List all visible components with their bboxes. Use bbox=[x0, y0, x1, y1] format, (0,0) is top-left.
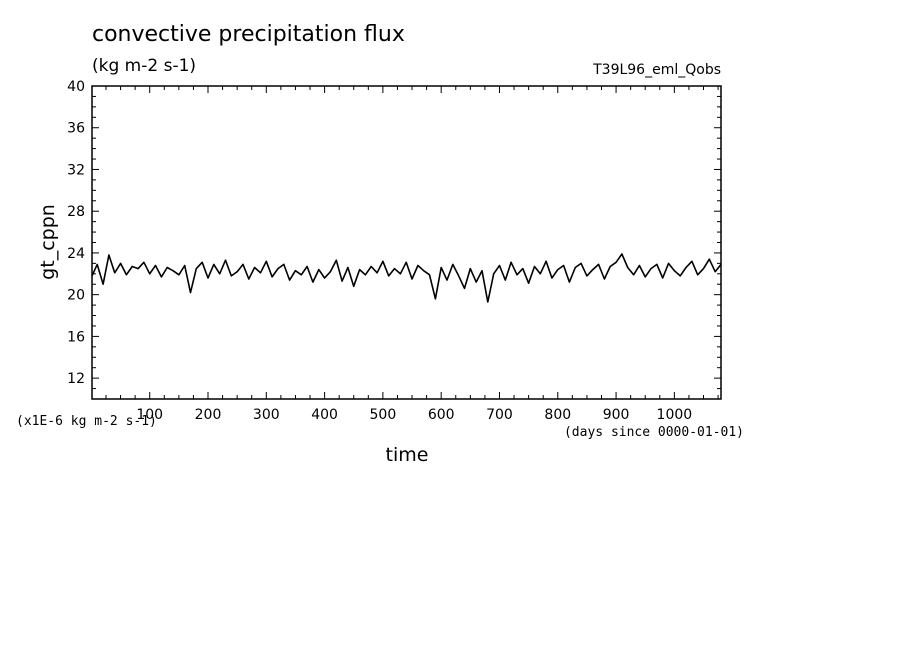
y-axis-ticks: 12 16 20 24 28 32 36 40 bbox=[67, 79, 721, 400]
run-label: T39L96_eml_Qobs bbox=[593, 62, 721, 78]
x-axis-ticks: 100 200 300 400 500 600 700 800 900 1000 bbox=[105, 86, 719, 423]
y-tick-label: 12 bbox=[67, 371, 85, 387]
series-line bbox=[91, 253, 722, 303]
x-tick-label: 400 bbox=[311, 407, 338, 423]
x-tick-label: 500 bbox=[370, 407, 397, 423]
x-tick-label: 200 bbox=[195, 407, 222, 423]
y-tick-label: 20 bbox=[67, 288, 85, 304]
x-tick-label: 700 bbox=[486, 407, 513, 423]
x-axis-label: time bbox=[385, 444, 429, 466]
y-tick-label: 24 bbox=[67, 246, 85, 262]
y-tick-label: 28 bbox=[67, 204, 85, 220]
y-scale-note: (x1E-6 kg m-2 s-1) bbox=[16, 414, 157, 429]
y-tick-label: 32 bbox=[67, 162, 85, 178]
x-tick-label: 900 bbox=[603, 407, 630, 423]
chart-subtitle: (kg m-2 s-1) bbox=[92, 56, 197, 76]
plot-frame bbox=[91, 85, 722, 400]
x-tick-label: 300 bbox=[253, 407, 280, 423]
x-axis-units: (days since 0000-01-01) bbox=[563, 425, 744, 440]
x-tick-label: 1000 bbox=[657, 407, 693, 423]
y-tick-label: 36 bbox=[67, 121, 85, 137]
x-tick-label: 100 bbox=[136, 407, 163, 423]
y-tick-label: 40 bbox=[67, 79, 85, 95]
chart-title: convective precipitation flux bbox=[92, 22, 405, 47]
y-tick-label: 16 bbox=[67, 329, 85, 345]
x-tick-label: 600 bbox=[428, 407, 455, 423]
x-tick-label: 800 bbox=[544, 407, 571, 423]
